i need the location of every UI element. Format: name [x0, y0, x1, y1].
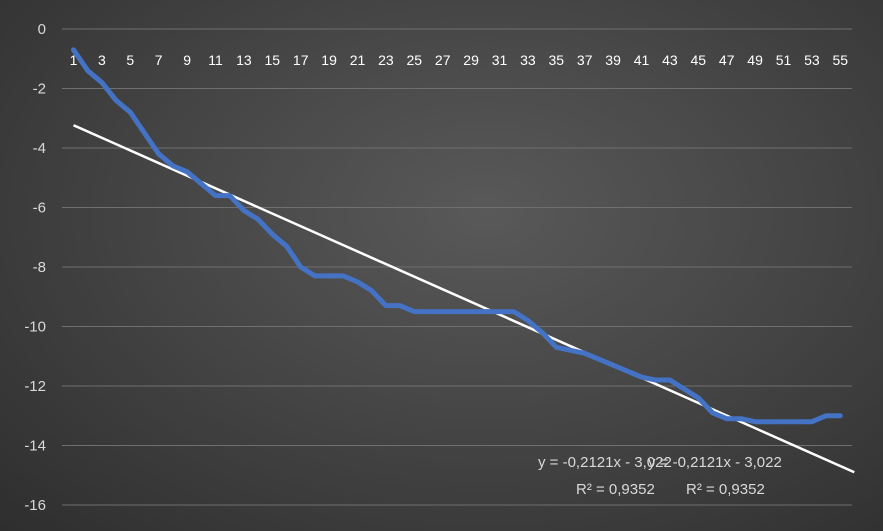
x-tick-label: 39: [605, 52, 621, 68]
x-tick-label: 17: [293, 52, 309, 68]
trendline-equation-2: y = -0,2121x - 3,022: [648, 454, 782, 471]
x-tick-label: 51: [776, 52, 792, 68]
x-tick-label: 29: [463, 52, 479, 68]
x-tick-label: 11: [208, 52, 223, 68]
x-tick-label: 31: [492, 52, 508, 68]
x-tick-label: 7: [155, 52, 163, 68]
y-tick-label: -16: [24, 497, 46, 514]
x-tick-label: 49: [747, 52, 763, 68]
trendline-equation-1: y = -0,2121x - 3,022: [538, 454, 672, 471]
y-tick-label: -12: [24, 378, 46, 395]
y-tick-label: -8: [33, 259, 46, 276]
x-tick-label: 47: [719, 52, 735, 68]
x-tick-label: 15: [265, 52, 281, 68]
x-tick-label: 33: [520, 52, 536, 68]
x-tick-label: 21: [350, 52, 366, 68]
x-tick-label: 43: [662, 52, 678, 68]
x-tick-label: 13: [236, 52, 252, 68]
x-tick-label: 23: [378, 52, 394, 68]
y-tick-label: -6: [33, 200, 46, 217]
trendline-labels: y = -0,2121x - 3,022 R² = 0,9352 y = -0,…: [538, 454, 782, 498]
series-group: [71, 47, 843, 425]
x-tick-label: 53: [804, 52, 820, 68]
x-axis: 1 3 5 7 9 11 13 15 17 19 21 23 25 27 29 31 33 35 37 39 41 43 4…: [70, 52, 849, 68]
x-tick-label: 55: [833, 52, 849, 68]
x-tick-label: 9: [183, 52, 191, 68]
y-tick-label: 0: [38, 21, 46, 38]
x-tick-label: 19: [321, 52, 337, 68]
x-tick-label: 41: [634, 52, 650, 68]
y-tick-label: -10: [24, 319, 46, 336]
x-tick-label: 3: [98, 52, 106, 68]
y-axis: 0 -2 -4 -6 -8 -10 -12 -14 -16: [24, 21, 46, 514]
gridlines: [62, 28, 852, 506]
series-line: [71, 47, 843, 425]
x-tick-label: 37: [577, 52, 593, 68]
x-tick-label: 27: [435, 52, 451, 68]
y-tick-label: -14: [24, 438, 46, 455]
trendline-r2-1: R² = 0,9352: [576, 481, 655, 498]
y-tick-label: -2: [33, 81, 46, 98]
x-tick-label: 35: [549, 52, 565, 68]
x-tick-label: 1: [70, 52, 78, 68]
trendline-r2-2: R² = 0,9352: [686, 481, 765, 498]
y-tick-label: -4: [33, 140, 46, 157]
x-tick-label: 25: [407, 52, 423, 68]
x-tick-label: 45: [691, 52, 707, 68]
x-tick-label: 5: [126, 52, 134, 68]
